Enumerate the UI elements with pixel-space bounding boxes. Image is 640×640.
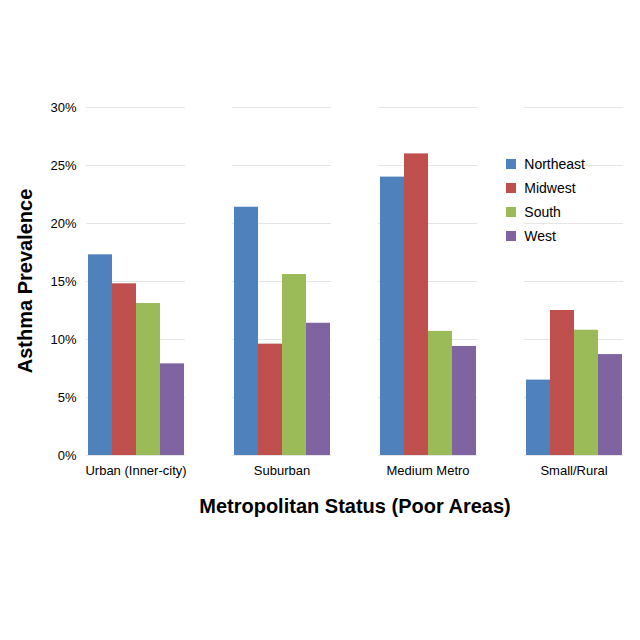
svg-text:10%: 10% (50, 332, 76, 347)
svg-text:25%: 25% (50, 158, 76, 173)
svg-text:Suburban: Suburban (254, 463, 310, 478)
svg-text:Small/Rural: Small/Rural (540, 463, 607, 478)
svg-text:20%: 20% (50, 216, 76, 231)
svg-text:30%: 30% (50, 100, 76, 115)
svg-text:15%: 15% (50, 274, 76, 289)
svg-text:0%: 0% (58, 448, 77, 463)
svg-text:Medium Metro: Medium Metro (386, 463, 469, 478)
html-text:Northeast: Northeast (524, 156, 585, 172)
html-text:Metropolitan Status (Poor Area: Metropolitan Status (Poor Areas) (199, 495, 511, 517)
html-text:South: South (524, 204, 561, 220)
html-text:West: West (524, 228, 556, 244)
html-text:Asthma Prevalence: Asthma Prevalence (13, 188, 36, 374)
svg-text:Urban (Inner-city): Urban (Inner-city) (85, 463, 186, 478)
html-text:Midwest: Midwest (524, 180, 576, 196)
svg-text:5%: 5% (58, 390, 77, 405)
